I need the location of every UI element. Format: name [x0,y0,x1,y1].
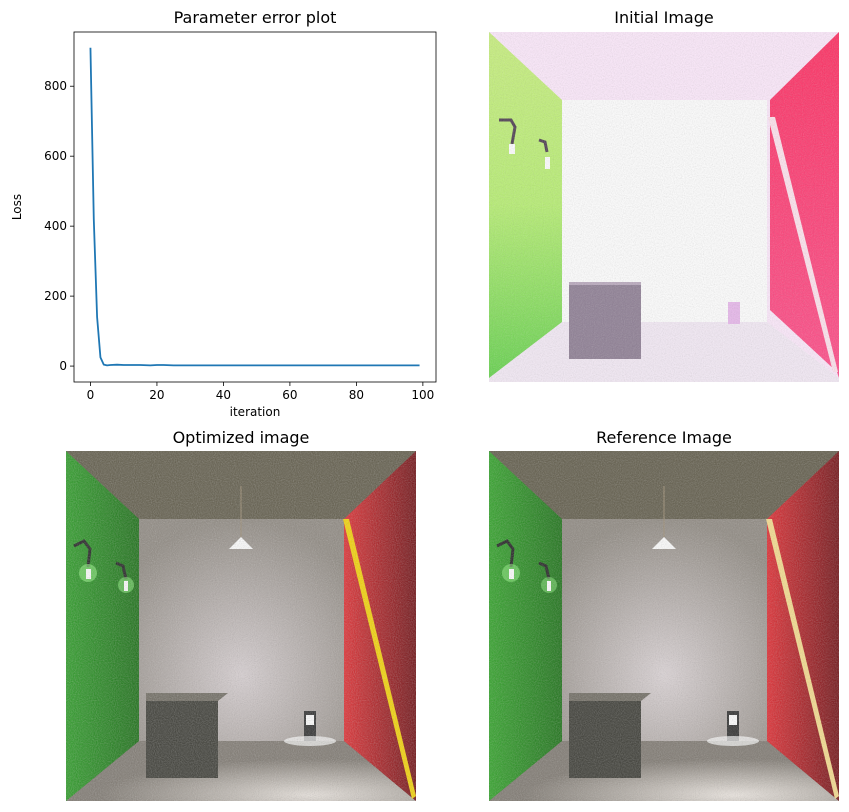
y-tick-label: 200 [44,289,67,303]
reference-image-title: Reference Image [596,428,732,447]
optimized-image [66,451,416,801]
loss-line-chart: 0 20 40 60 80 100 0 200 400 600 800 iteration Loss [10,31,437,419]
plot-frame [73,31,437,383]
initial-image-title: Initial Image [614,8,714,27]
plot-title: Parameter error plot [173,8,337,27]
x-tick-label: 20 [149,388,164,402]
y-tick-label: 600 [44,149,67,163]
x-axis-label: iteration [230,405,281,419]
y-tick-label: 400 [44,219,67,233]
y-tick-label: 0 [59,359,67,373]
optimized-image-title: Optimized image [172,428,310,447]
y-axis-label: Loss [10,194,24,220]
x-tick-label: 80 [349,388,364,402]
initial-image [489,32,839,382]
x-tick-label: 100 [411,388,434,402]
x-tick-label: 0 [87,388,95,402]
x-tick-label: 60 [282,388,297,402]
reference-image [489,451,839,801]
x-tick-label: 40 [216,388,231,402]
loss-series-line [89,47,420,367]
y-tick-label: 800 [44,79,67,93]
